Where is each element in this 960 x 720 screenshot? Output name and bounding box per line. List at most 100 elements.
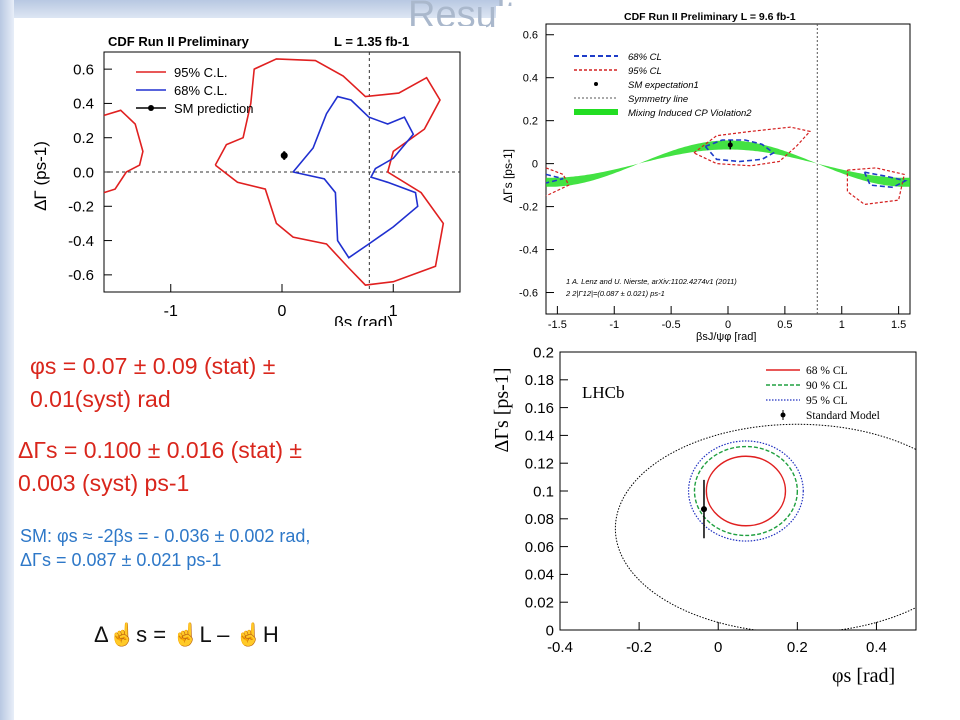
cdf2-contour-95-center	[693, 126, 812, 167]
cdf1-y-tick-label: 0.2	[73, 130, 94, 147]
sm-line1: SM: φs ≈ -2βs = - 0.036 ± 0.002 rad,	[20, 526, 311, 546]
cdf2-legend-label: Mixing Induced CP Violation2	[628, 108, 752, 119]
lhcb-y-tick-label: 0.16	[525, 400, 554, 417]
phi-s-line2: 0.01(syst) rad	[30, 386, 171, 412]
cdf2-legend-label: 95% CL	[628, 66, 662, 77]
cdf2-title: CDF Run II Preliminary L = 9.6 fb-1	[624, 11, 796, 23]
cdf1-y-tick-label: 0.4	[73, 96, 94, 113]
lhcb-x-tick-label: 0.4	[866, 639, 887, 656]
cdf-9p6-svg: CDF Run II Preliminary L = 9.6 fb-1 0.6 0.…	[501, 11, 911, 342]
cdf2-y-tick-label: -0.6	[519, 287, 538, 299]
cdf1-y-tick-label: 0.6	[73, 61, 94, 78]
lhcb-y-tick-label: 0.14	[525, 428, 554, 445]
cdf1-lumi: L = 1.35 fb-1	[334, 34, 409, 49]
cdf2-contour-68-left	[545, 173, 564, 184]
lhcb-y-tick-label: 0.02	[525, 594, 554, 611]
lhcb-label: LHCb	[582, 383, 625, 402]
cdf1-legend-label: SM prediction	[174, 101, 253, 116]
cdf2-sm-point	[727, 142, 733, 148]
lhcb-x-tick-label: -0.2	[626, 639, 652, 656]
lhcb-contour-c68	[705, 455, 787, 527]
lhcb-y-tick-label: 0.18	[525, 372, 554, 389]
cdf-contour-plot-9p6: CDF Run II Preliminary L = 9.6 fb-1 0.6 0.…	[496, 6, 920, 342]
cdf1-ylabel: ΔΓ (ps-1)	[31, 141, 50, 211]
sm-prediction-text: SM: φs ≈ -2βs = - 0.036 ± 0.002 rad, ΔΓs…	[20, 524, 310, 572]
cdf1-contour-95-left	[103, 109, 144, 194]
cdf2-x-tick-label: 1.5	[891, 319, 906, 331]
cdf1-legend-marker	[148, 105, 154, 111]
cdf1-y-tick-label: -0.2	[68, 199, 94, 216]
sm-line2: ΔΓs = 0.087 ± 0.021 ps-1	[20, 550, 222, 570]
lhcb-y-tick-label: 0.2	[533, 346, 554, 361]
plot-frame	[545, 23, 911, 315]
lhcb-legend-marker	[780, 412, 786, 418]
lhcb-svg: 0.20.180.160.140.120.10.080.060.040.020-…	[491, 346, 917, 687]
cdf2-legend-label: SM expectation1	[628, 80, 699, 91]
cdf2-x-tick-label: 0.5	[777, 319, 792, 331]
lhcb-legend-label: 90 % CL	[806, 380, 848, 392]
lhcb-contour-c95	[687, 440, 804, 542]
cdf1-legend-label: 68% C.L.	[174, 83, 227, 98]
cdf1-y-tick-label: -0.4	[68, 233, 94, 250]
cdf2-y-tick-label: 0.6	[523, 30, 538, 42]
lhcb-x-tick-label: -0.4	[547, 639, 573, 656]
delta-gamma-result: ΔΓs = 0.100 ± 0.016 (stat) ± 0.003 (syst…	[18, 434, 302, 500]
delta-gamma-definition: Δ☝s = ☝L – ☝H	[94, 622, 279, 647]
cdf2-contour-68-center	[704, 139, 775, 163]
cdf2-legend-label: Symmetry line	[628, 94, 688, 105]
cdf1-contour-95-main	[214, 58, 445, 286]
lhcb-ylabel: ΔΓs [ps-1]	[491, 368, 513, 453]
lhcb-y-tick-label: 0.1	[533, 483, 554, 500]
cdf2-y-tick-label: -0.2	[519, 201, 538, 213]
cdf2-x-tick-label: -1	[609, 319, 619, 331]
lhcb-legend-label: Standard Model	[806, 410, 880, 422]
cdf1-title: CDF Run II Preliminary	[108, 34, 250, 49]
lhcb-contour-plot: 0.2 0.18 0.16 0.14 0.12 0.1 0.08 0.06 0.04 0.02 0-…	[476, 346, 920, 690]
cdf2-legend-marker	[594, 82, 598, 86]
lhcb-xlabel: φs [rad]	[832, 665, 895, 687]
lhcb-y-tick-label: 0.06	[525, 539, 554, 556]
lhcb-sm-point	[700, 506, 707, 513]
lhcb-y-tick-label: 0	[546, 622, 554, 639]
cdf1-xlabel: βs (rad)	[334, 313, 393, 326]
cdf2-y-tick-label: 0.2	[523, 116, 538, 128]
lhcb-contour-outer	[614, 423, 916, 630]
lhcb-y-tick-label: 0.12	[525, 455, 554, 472]
lhcb-x-tick-label: 0	[714, 639, 722, 656]
cdf1-x-tick-label: 1	[389, 303, 398, 320]
cdf2-y-tick-label: 0	[532, 158, 538, 170]
cdf1-y-tick-label: -0.6	[68, 267, 94, 284]
lhcb-legend-label: 68 % CL	[806, 365, 848, 377]
cdf2-legend-label: 68% CL	[628, 52, 662, 63]
cdf-contour-plot-1p35: CDF Run II Preliminary L = 1.35 fb-1 0.6 0.…	[16, 26, 486, 326]
cdf2-y-tick-label: -0.4	[519, 244, 538, 256]
cdf2-x-tick-label: 1	[839, 319, 845, 331]
cdf2-cp-band	[546, 140, 910, 187]
slide-top-decoration	[0, 0, 500, 18]
lhcb-y-tick-label: 0.08	[525, 511, 554, 528]
cdf2-ylabel: ΔΓs [ps-1]	[501, 149, 515, 203]
cdf2-y-tick-label: 0.4	[523, 73, 538, 85]
cdf2-contour-68-right	[863, 171, 908, 189]
cdf2-xlabel: βsJ/ψφ [rad]	[696, 331, 756, 342]
cdf-1p35-svg: CDF Run II Preliminary L = 1.35 fb-1 0.6 0.…	[31, 34, 461, 326]
phi-s-line1: φs = 0.07 ± 0.09 (stat) ±	[30, 353, 276, 379]
phi-s-result: φs = 0.07 ± 0.09 (stat) ± 0.01(syst) rad	[30, 350, 275, 416]
lhcb-contour-c90	[693, 445, 799, 537]
cdf2-x-tick-label: 0	[725, 319, 731, 331]
lhcb-y-tick-label: 0.04	[525, 567, 554, 584]
cdf1-sm-point	[280, 152, 288, 160]
lhcb-x-tick-label: 0.2	[787, 639, 808, 656]
cdf1-contour-68	[292, 95, 419, 259]
delta-gamma-line1: ΔΓs = 0.100 ± 0.016 (stat) ±	[18, 437, 303, 463]
cdf2-x-tick-label: -1.5	[548, 319, 567, 331]
cdf2-x-tick-label: -0.5	[662, 319, 681, 331]
cdf2-footnote: 1 A. Lenz and U. Nierste, arXiv:1102.427…	[566, 277, 737, 286]
lhcb-legend-label: 95 % CL	[806, 395, 848, 407]
cdf1-legend-label: 95% C.L.	[174, 65, 227, 80]
cdf1-y-tick-label: 0.0	[73, 164, 94, 181]
slide-side-decoration	[0, 0, 14, 720]
cdf1-x-tick-label: -1	[164, 303, 178, 320]
delta-gamma-line2: 0.003 (syst) ps-1	[18, 470, 190, 496]
cdf1-x-tick-label: 0	[278, 303, 287, 320]
